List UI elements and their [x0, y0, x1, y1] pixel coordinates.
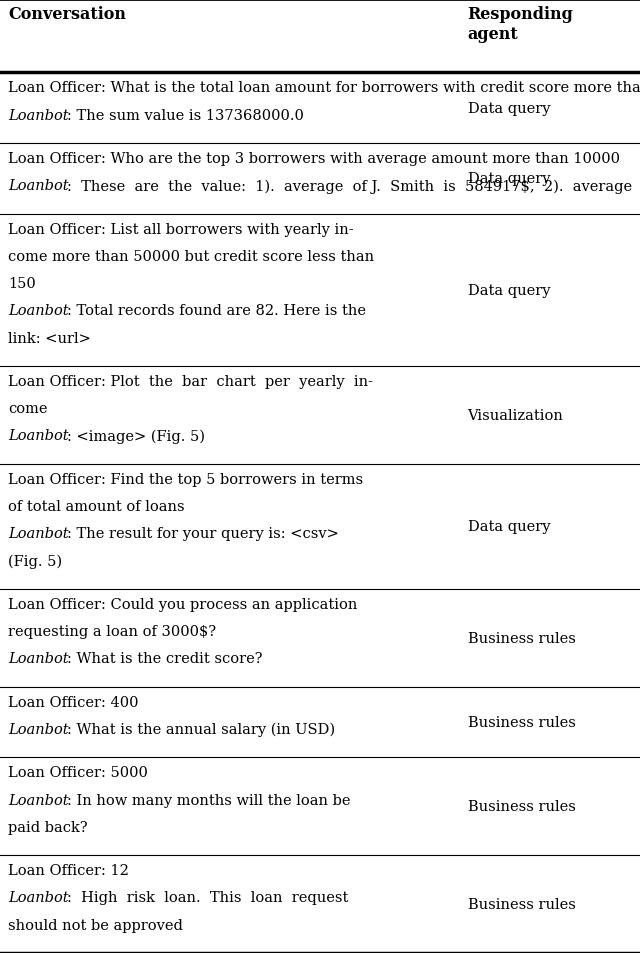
- Text: Loan Officer: Find the top 5 borrowers in terms: Loan Officer: Find the top 5 borrowers i…: [8, 473, 363, 486]
- Text: Loan Officer: What is the total loan amount for borrowers with credit score more: Loan Officer: What is the total loan amo…: [8, 81, 640, 95]
- Text: Business rules: Business rules: [468, 800, 575, 813]
- Text: requesting a loan of 3000$?: requesting a loan of 3000$?: [8, 624, 216, 639]
- Text: Business rules: Business rules: [468, 897, 575, 911]
- Text: : Total records found are 82. Here is the: : Total records found are 82. Here is th…: [67, 304, 366, 318]
- Text: (Fig. 5): (Fig. 5): [8, 554, 62, 568]
- Text: Loanbot: Loanbot: [8, 429, 68, 443]
- Text: Data query: Data query: [468, 102, 550, 115]
- Text: : The sum value is 137368000.0: : The sum value is 137368000.0: [67, 109, 304, 123]
- Text: Data query: Data query: [468, 172, 550, 186]
- Text: Loanbot: Loanbot: [8, 527, 68, 540]
- Text: Data query: Data query: [468, 519, 550, 534]
- Text: : What is the credit score?: : What is the credit score?: [67, 652, 262, 665]
- Text: Responding
agent: Responding agent: [468, 6, 573, 43]
- Text: link: <url>: link: <url>: [8, 332, 91, 345]
- Text: Loan Officer: Plot  the  bar  chart  per  yearly  in-: Loan Officer: Plot the bar chart per yea…: [8, 375, 373, 389]
- Text: Loan Officer: Could you process an application: Loan Officer: Could you process an appli…: [8, 598, 357, 611]
- Text: Data query: Data query: [468, 283, 550, 297]
- Text: : The result for your query is: <csv>: : The result for your query is: <csv>: [67, 527, 339, 540]
- Text: Business rules: Business rules: [468, 631, 575, 645]
- Text: Loan Officer: List all borrowers with yearly in-: Loan Officer: List all borrowers with ye…: [8, 222, 354, 236]
- Text: Loan Officer: Who are the top 3 borrowers with average amount more than 10000: Loan Officer: Who are the top 3 borrower…: [8, 152, 620, 166]
- Text: : <image> (Fig. 5): : <image> (Fig. 5): [67, 429, 205, 443]
- Text: : In how many months will the loan be: : In how many months will the loan be: [67, 793, 351, 807]
- Text: Loanbot: Loanbot: [8, 304, 68, 318]
- Text: Loanbot: Loanbot: [8, 793, 68, 807]
- Text: Loanbot: Loanbot: [8, 179, 68, 193]
- Text: paid back?: paid back?: [8, 820, 88, 834]
- Text: come: come: [8, 402, 47, 416]
- Text: :  These  are  the  value:  1).  average  of J.  Smith  is  584917$,  2).  avera: : These are the value: 1). average of J.…: [67, 179, 640, 193]
- Text: Loan Officer: 12: Loan Officer: 12: [8, 863, 129, 878]
- Text: should not be approved: should not be approved: [8, 918, 183, 932]
- Text: Business rules: Business rules: [468, 716, 575, 729]
- Text: Loanbot: Loanbot: [8, 890, 68, 904]
- Text: come more than 50000 but credit score less than: come more than 50000 but credit score le…: [8, 250, 374, 264]
- Text: Visualization: Visualization: [468, 409, 563, 422]
- Text: Loanbot: Loanbot: [8, 109, 68, 123]
- Text: Conversation: Conversation: [8, 6, 126, 23]
- Text: : What is the annual salary (in USD): : What is the annual salary (in USD): [67, 722, 335, 737]
- Text: 150: 150: [8, 277, 36, 291]
- Text: Loan Officer: 5000: Loan Officer: 5000: [8, 765, 148, 780]
- Text: Loanbot: Loanbot: [8, 652, 68, 665]
- Text: :  High  risk  loan.  This  loan  request: : High risk loan. This loan request: [67, 890, 349, 904]
- Text: Loanbot: Loanbot: [8, 722, 68, 737]
- Text: of total amount of loans: of total amount of loans: [8, 499, 184, 514]
- Text: Loan Officer: 400: Loan Officer: 400: [8, 695, 138, 709]
